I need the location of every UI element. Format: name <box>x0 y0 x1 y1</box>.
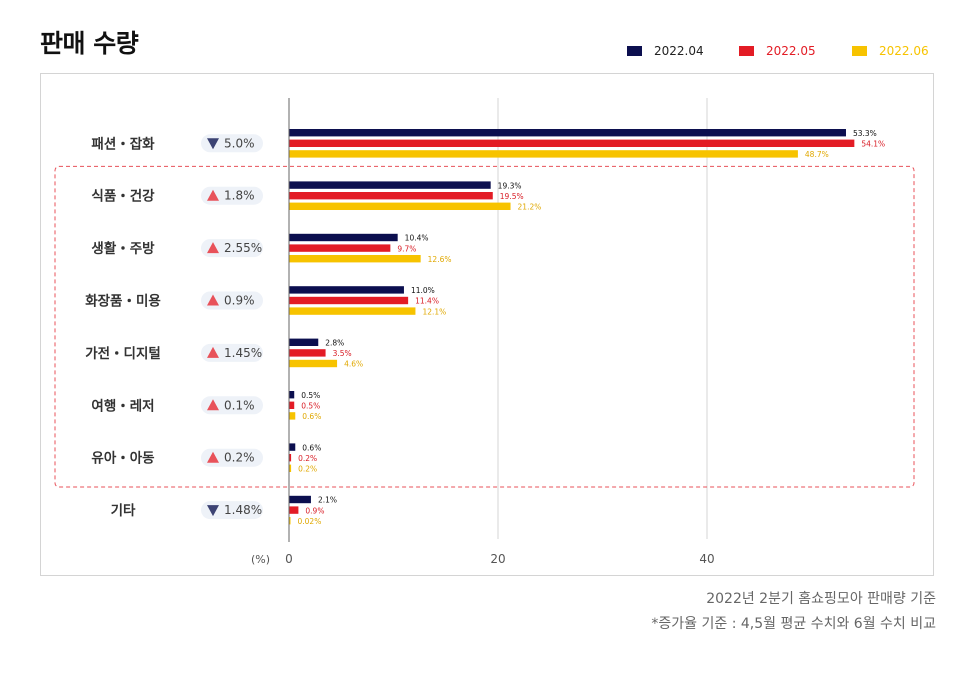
data-label: 54.1% <box>861 140 885 149</box>
data-label: 12.1% <box>422 307 446 316</box>
category-label: 화장품・미용 <box>85 293 161 310</box>
increase-icon <box>207 294 219 306</box>
bar-2022.06 <box>289 255 421 263</box>
data-label: 9.7% <box>397 244 416 253</box>
bar-2022.04 <box>289 391 295 399</box>
bar-2022.06 <box>289 359 338 368</box>
change-label: 0.1% <box>224 398 255 412</box>
bar-2022.06 <box>289 464 292 472</box>
data-label: 19.5% <box>500 192 524 201</box>
data-label: 11.0% <box>411 286 435 295</box>
increase-icon <box>207 451 219 463</box>
increase-icon <box>207 399 219 411</box>
category-label: 생활・주방 <box>91 240 155 257</box>
data-label: 0.6% <box>302 412 321 421</box>
data-label: 48.7% <box>805 150 829 159</box>
bar-2022.05 <box>289 139 855 147</box>
data-label: 12.6% <box>428 255 452 264</box>
legend-item-2022-05: 2022.05 <box>739 44 816 58</box>
increase-icon <box>207 242 219 254</box>
legend-label: 2022.05 <box>766 44 816 58</box>
bar-2022.06 <box>289 150 798 158</box>
data-label: 0.2% <box>298 454 317 463</box>
change-label: 0.9% <box>224 294 255 308</box>
data-label: 2.8% <box>325 339 344 348</box>
data-label: 0.5% <box>301 402 320 411</box>
x-tick-label: 20 <box>490 552 505 566</box>
decrease-icon <box>207 505 219 517</box>
data-label: 10.4% <box>405 234 429 243</box>
decrease-icon <box>207 138 219 150</box>
bar-2022.05 <box>289 244 391 252</box>
bar-2022.06 <box>289 517 291 525</box>
bar-2022.05 <box>289 454 292 462</box>
chart-frame: 패션・잡화 5.0% 53.3% 54.1% 48.7% 식품・건강 1.8% 19.3% 19… <box>40 73 934 576</box>
source-note: 2022년 2분기 홈쇼핑모아 판매량 기준 <box>706 591 936 607</box>
data-label: 21.2% <box>518 203 542 212</box>
change-label: 2.55% <box>224 241 262 255</box>
data-label: 19.3% <box>498 181 522 190</box>
bar-2022.04 <box>289 233 398 242</box>
bar-2022.05 <box>289 349 326 357</box>
category-label: 가전・디지털 <box>85 345 161 362</box>
bar-chart: 패션・잡화 5.0% 53.3% 54.1% 48.7% 식품・건강 1.8% 19.3% 19… <box>54 98 915 566</box>
data-label: 0.5% <box>301 391 320 400</box>
category-label: 패션・잡화 <box>91 135 155 152</box>
legend-swatch <box>852 46 867 56</box>
bar-2022.05 <box>289 192 493 200</box>
data-label: 3.5% <box>333 349 352 358</box>
legend-label: 2022.04 <box>654 44 704 58</box>
data-label: 2.1% <box>318 496 337 505</box>
highlight-box <box>54 165 915 488</box>
legend: 2022.04 2022.05 2022.06 <box>0 44 966 60</box>
bar-2022.06 <box>289 412 296 420</box>
bar-2022.05 <box>289 506 299 514</box>
data-label: 0.6% <box>302 443 321 452</box>
category-label: 식품・건강 <box>91 188 155 205</box>
data-label: 0.2% <box>298 465 317 474</box>
legend-swatch <box>739 46 754 56</box>
bar-2022.04 <box>289 181 491 189</box>
bar-2022.05 <box>289 401 295 409</box>
change-label: 0.2% <box>224 451 255 465</box>
increase-icon <box>207 346 219 358</box>
category-label: 기타 <box>111 503 136 519</box>
page-title: 판매 수량 <box>40 29 139 58</box>
x-tick-label: 0 <box>285 552 293 566</box>
category-label: 유아・아동 <box>91 450 154 467</box>
data-label: 0.9% <box>305 506 324 515</box>
bar-2022.04 <box>289 338 319 346</box>
data-label: 4.6% <box>344 360 363 369</box>
bar-2022.04 <box>289 495 311 504</box>
category-label: 여행・레저 <box>91 397 154 414</box>
data-label: 0.02% <box>298 517 322 526</box>
x-unit-label: (%) <box>251 553 270 566</box>
change-label: 1.8% <box>224 189 255 203</box>
bar-2022.04 <box>289 443 296 451</box>
change-label: 1.48% <box>224 503 262 517</box>
legend-swatch <box>627 46 642 56</box>
change-label: 1.45% <box>224 346 262 360</box>
increase-icon <box>207 189 219 201</box>
legend-item-2022-06: 2022.06 <box>852 44 929 58</box>
growth-rate-note: *증가율 기준 : 4,5월 평균 수치와 6월 수치 비교 <box>651 616 936 632</box>
bar-2022.04 <box>289 129 846 137</box>
bar-2022.06 <box>289 307 416 315</box>
change-label: 5.0% <box>224 136 255 150</box>
data-label: 11.4% <box>415 297 439 306</box>
legend-item-2022-04: 2022.04 <box>627 44 704 58</box>
bar-2022.06 <box>289 202 511 210</box>
bar-2022.04 <box>289 286 404 294</box>
bar-2022.05 <box>289 296 409 305</box>
x-tick-label: 40 <box>699 552 714 566</box>
data-label: 53.3% <box>853 129 877 138</box>
legend-label: 2022.06 <box>879 44 929 58</box>
